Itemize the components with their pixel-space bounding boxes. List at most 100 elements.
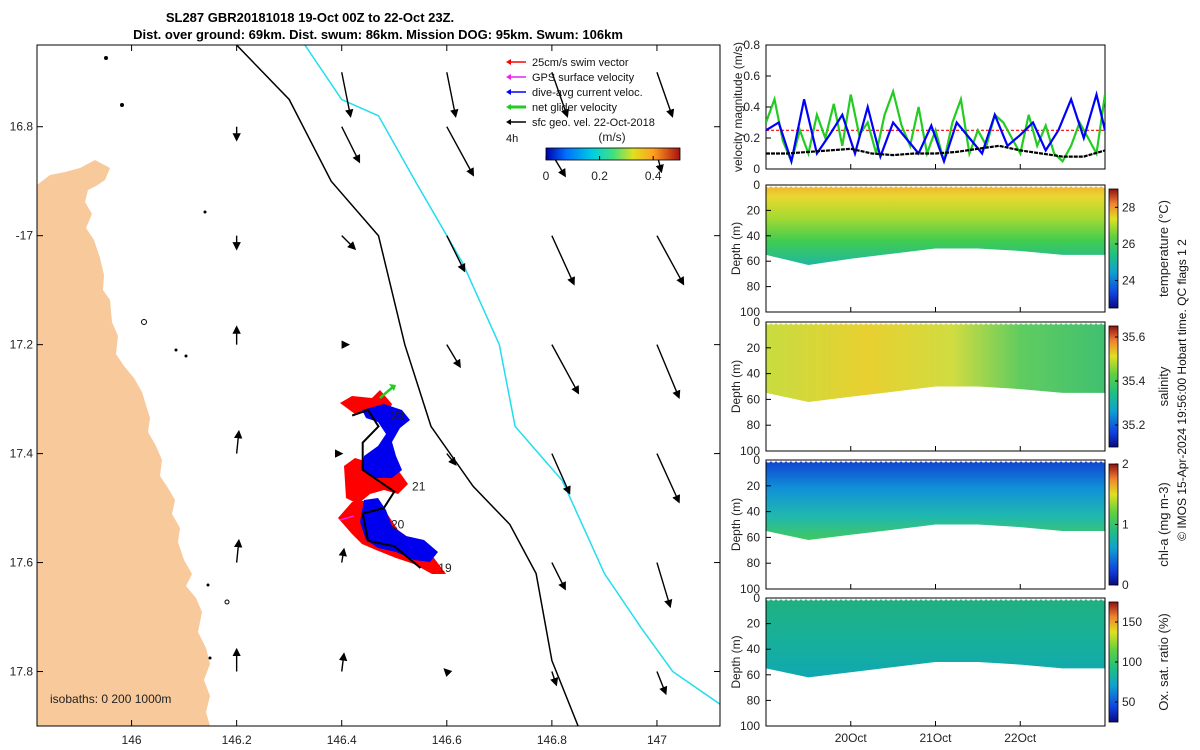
profile-notch bbox=[785, 185, 792, 188]
profile-notch bbox=[1020, 322, 1027, 325]
profile-notch bbox=[975, 460, 982, 463]
credits-note: © IMOS 15-Apr-2024 19:56:00 Hobart time.… bbox=[1175, 239, 1189, 541]
profile-notch bbox=[1055, 598, 1062, 601]
section-y-tick-label: 20 bbox=[747, 617, 761, 631]
profile-notch bbox=[1025, 460, 1032, 463]
profile-notch bbox=[825, 460, 832, 463]
profile-notch bbox=[820, 598, 827, 601]
geo-vector-arrow bbox=[446, 344, 461, 369]
profile-notch bbox=[875, 460, 882, 463]
profile-notch bbox=[950, 322, 957, 325]
speed-colorbar-ticks: 0 0.2 0.4 bbox=[543, 156, 662, 183]
section-x-tick-label: 22Oct bbox=[1004, 731, 1037, 745]
profile-notch bbox=[766, 460, 772, 463]
profile-notch bbox=[895, 598, 902, 601]
profile-notch bbox=[1005, 185, 1012, 188]
profile-notch bbox=[995, 185, 1002, 188]
islands bbox=[104, 56, 230, 660]
profile-notch bbox=[995, 322, 1002, 325]
profile-notch bbox=[1075, 322, 1082, 325]
geo-vector-arrow bbox=[341, 235, 357, 251]
profile-notch bbox=[865, 598, 872, 601]
geo-vector-arrow bbox=[446, 126, 475, 177]
profile-notch bbox=[935, 322, 942, 325]
profile-notch bbox=[945, 598, 952, 601]
legend-swatch-head bbox=[506, 59, 511, 65]
profile-notch bbox=[855, 598, 862, 601]
section-y-tick-label: 80 bbox=[747, 418, 761, 432]
section-y-tick-label: 0 bbox=[753, 178, 760, 192]
net-velocity-arrowhead bbox=[389, 384, 396, 391]
profile-notch bbox=[1075, 185, 1082, 188]
profile-notch bbox=[875, 598, 882, 601]
profile-notch bbox=[1060, 322, 1067, 325]
section-fill bbox=[766, 460, 1105, 540]
velocity-series-line bbox=[766, 144, 1105, 158]
profile-notch bbox=[920, 322, 927, 325]
profile-notch bbox=[805, 598, 812, 601]
section-y-tick-label: 80 bbox=[747, 556, 761, 570]
profile-notch bbox=[890, 598, 897, 601]
profile-notch bbox=[950, 185, 957, 188]
profile-notch bbox=[795, 185, 802, 188]
profile-notch bbox=[840, 185, 847, 188]
day-labels: 23 21 20 19 bbox=[391, 408, 452, 575]
profile-notch bbox=[805, 185, 812, 188]
map-y-axis: 16.8 -17 17.2 17.4 17.6 17.8 bbox=[10, 120, 720, 679]
profile-notch bbox=[890, 322, 897, 325]
net-velocity-arrow bbox=[379, 385, 395, 399]
map-x-tick-label: 146.8 bbox=[537, 733, 567, 747]
velocity-panel: 0 0.2 0.4 0.6 0.8 velocity magnitude (m/s) bbox=[731, 38, 1106, 176]
section-y-tick-label: 80 bbox=[747, 693, 761, 707]
profile-notch bbox=[990, 322, 997, 325]
profile-notch bbox=[790, 322, 797, 325]
section-colorbar-label: temperature (°C) bbox=[1156, 200, 1171, 297]
geo-vector-arrow bbox=[550, 671, 559, 687]
map-y-tick-label: 17.2 bbox=[10, 338, 34, 352]
profile-notch bbox=[910, 460, 917, 463]
profile-notch bbox=[1010, 460, 1017, 463]
velocity-y-axis: 0 0.2 0.4 0.6 0.8 bbox=[743, 38, 1021, 176]
profile-notch bbox=[855, 322, 862, 325]
profile-notch bbox=[1015, 185, 1022, 188]
legend-label: dive-avg current veloc. bbox=[532, 87, 643, 99]
profile-notch bbox=[1090, 322, 1097, 325]
map-legend: 25cm/s swim vector GPS surface velocity di… bbox=[506, 57, 681, 183]
profile-notch bbox=[1050, 460, 1057, 463]
geo-vector-arrow bbox=[656, 453, 680, 504]
colorbar-units: (m/s) bbox=[598, 130, 625, 144]
profile-notch bbox=[1100, 322, 1105, 325]
section-y-tick-label: 20 bbox=[747, 203, 761, 217]
profile-notch bbox=[925, 322, 932, 325]
profile-notch bbox=[945, 185, 952, 188]
profile-notch bbox=[1010, 185, 1017, 188]
profile-notch bbox=[810, 460, 817, 463]
profile-notch bbox=[1080, 185, 1087, 188]
profile-notch bbox=[970, 322, 977, 325]
profile-notch bbox=[905, 185, 912, 188]
profile-notch bbox=[890, 460, 897, 463]
velocity-y-tick-label: 0.4 bbox=[743, 100, 760, 114]
profile-notch bbox=[930, 322, 937, 325]
profile-notch bbox=[800, 598, 807, 601]
profile-notch bbox=[865, 185, 872, 188]
profile-notch bbox=[945, 460, 952, 463]
profile-notch bbox=[1030, 598, 1037, 601]
geo-vector-arrow bbox=[551, 72, 570, 118]
profile-notch bbox=[790, 185, 797, 188]
velocity-y-tick-label: 0 bbox=[753, 162, 760, 176]
profile-notch bbox=[920, 598, 927, 601]
profile-notch bbox=[1085, 322, 1092, 325]
title-line-1: SL287 GBR20181018 19-Oct 00Z to 22-Oct 2… bbox=[166, 10, 454, 25]
colorbar-tick-label: 0 bbox=[543, 169, 550, 183]
section-y-tick-label: 60 bbox=[747, 668, 761, 682]
profile-notch bbox=[920, 185, 927, 188]
profile-notch bbox=[980, 322, 987, 325]
section-colorbar-label: chl-a (mg m-3) bbox=[1156, 482, 1171, 567]
profile-notch bbox=[880, 460, 887, 463]
legend-swatch-head bbox=[506, 104, 511, 110]
geo-vector-arrow bbox=[551, 562, 566, 591]
geo-vector-arrow bbox=[656, 235, 685, 286]
section-data bbox=[766, 322, 1105, 402]
profile-notch bbox=[885, 460, 892, 463]
